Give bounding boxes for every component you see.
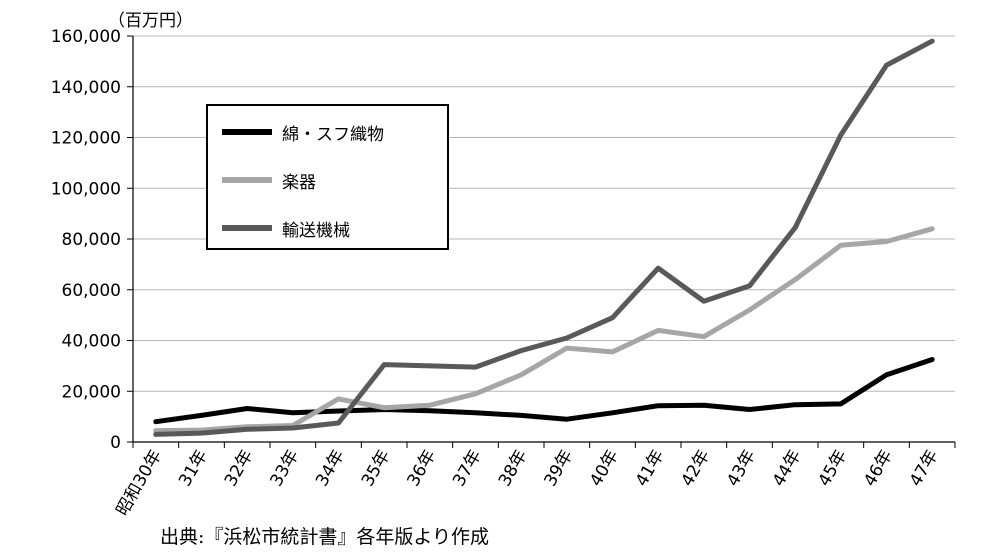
x-tick-label: 40年 — [586, 447, 623, 490]
data-point — [792, 402, 798, 407]
x-tick-label: 43年 — [723, 447, 760, 490]
data-point — [747, 307, 752, 313]
legend-swatch-instruments — [222, 177, 272, 183]
data-point — [427, 363, 433, 369]
data-point — [747, 407, 752, 412]
x-tick-label: 33年 — [267, 447, 304, 490]
series-line-0 — [153, 357, 935, 425]
x-tick-label: 46年 — [860, 447, 897, 490]
axes — [127, 35, 956, 448]
data-point — [655, 403, 661, 408]
y-tick-label: 60,000 — [62, 281, 121, 301]
data-point — [564, 416, 570, 422]
x-tick-label: 47年 — [906, 447, 943, 490]
y-tick-label: 100,000 — [51, 179, 121, 199]
y-tick-label: 80,000 — [62, 230, 121, 250]
legend-item-cotton: 綿・スフ織物 — [222, 120, 384, 145]
data-point — [701, 298, 707, 304]
data-point — [336, 396, 341, 402]
data-point — [564, 345, 570, 351]
unit-label: （百万円） — [108, 11, 193, 31]
data-point — [610, 315, 615, 320]
data-point — [381, 362, 387, 367]
x-tick-label: 37年 — [449, 447, 486, 490]
data-point — [701, 403, 707, 408]
x-tick-label: 昭和30年 — [113, 447, 167, 520]
y-tick-label: 120,000 — [51, 129, 121, 149]
legend-label-instruments: 楽器 — [282, 172, 316, 193]
data-point — [792, 277, 798, 282]
data-point — [199, 413, 204, 418]
data-point — [838, 243, 844, 248]
y-tick-label: 40,000 — [62, 332, 121, 352]
data-point — [884, 239, 889, 244]
x-tick-label: 38年 — [495, 447, 532, 490]
data-point — [929, 226, 935, 232]
x-tick-label: 41年 — [632, 447, 669, 490]
data-point — [838, 401, 844, 407]
legend-label-transport: 輸送機械 — [282, 220, 350, 241]
data-point — [884, 372, 889, 377]
data-point — [884, 62, 889, 68]
y-tick-label: 20,000 — [62, 382, 121, 402]
legend-item-transport: 輸送機械 — [222, 216, 350, 241]
x-tick-label: 34年 — [312, 447, 349, 490]
y-tick-label: 140,000 — [51, 78, 121, 98]
legend-swatch-cotton — [222, 129, 272, 135]
data-point — [929, 38, 935, 44]
legend: 綿・スフ織物 楽器 輸送機械 — [206, 104, 449, 250]
data-point — [564, 335, 570, 341]
data-point — [655, 328, 661, 333]
data-point — [427, 403, 433, 408]
data-point — [336, 420, 341, 426]
data-point — [473, 410, 478, 416]
gridlines — [133, 35, 955, 392]
series-line-1 — [153, 226, 935, 434]
x-tick-label: 39年 — [541, 447, 578, 490]
data-point — [518, 413, 524, 418]
legend-swatch-transport — [222, 225, 272, 231]
data-point — [153, 428, 159, 433]
x-tick-labels: 昭和30年 31年 32年 33年 34年 35年 36年 37年 38年 39年 40年 41年 42… — [113, 447, 943, 520]
data-point — [473, 391, 478, 396]
data-point — [838, 132, 844, 138]
data-point — [153, 419, 159, 424]
series-line-2 — [153, 38, 935, 437]
data-point — [792, 225, 798, 230]
data-point — [199, 430, 204, 436]
x-tick-label: 31年 — [175, 447, 212, 490]
data-point — [381, 405, 387, 410]
legend-item-instruments: 楽器 — [222, 168, 316, 193]
data-point — [610, 349, 615, 355]
data-point — [518, 348, 524, 353]
x-tick-label: 36年 — [404, 447, 441, 490]
x-tick-label: 45年 — [815, 447, 852, 490]
data-point — [427, 408, 433, 413]
data-point — [701, 334, 707, 339]
y-tick-labels: 0 20,000 40,000 60,000 80,000 100,000 120,000 1… — [51, 27, 121, 453]
data-point — [929, 357, 935, 362]
data-point — [336, 408, 341, 414]
data-point — [655, 265, 661, 271]
y-tick-label: 0 — [110, 433, 121, 453]
y-tick-label: 160,000 — [51, 27, 121, 47]
x-tick-label: 42年 — [678, 447, 715, 490]
data-point — [290, 425, 296, 431]
x-tick-label: 44年 — [769, 447, 806, 490]
legend-label-cotton: 綿・スフ織物 — [282, 124, 384, 145]
x-tick-label: 32年 — [221, 447, 258, 490]
data-point — [610, 410, 615, 416]
data-point — [290, 410, 296, 416]
x-tick-label: 35年 — [358, 447, 395, 490]
data-point — [153, 432, 159, 437]
series-lines — [153, 38, 935, 437]
data-point — [473, 364, 478, 370]
data-point — [747, 283, 752, 289]
source-note: 出典:『浜松市統計書』各年版より作成 — [160, 526, 490, 548]
data-point — [518, 372, 524, 377]
data-point — [244, 406, 250, 411]
data-point — [244, 427, 250, 432]
